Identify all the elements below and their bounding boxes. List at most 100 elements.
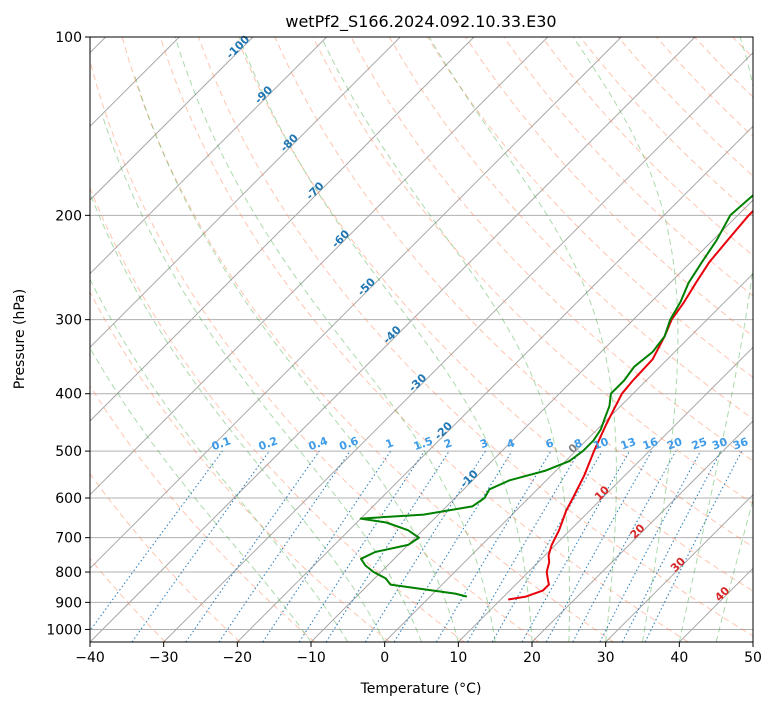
y-tick-label: 900: [55, 595, 82, 611]
isotherm-line: [90, 37, 622, 570]
isotherm-line: [90, 37, 475, 422]
mixing-ratio-line: [185, 450, 320, 642]
x-tick-label: 40: [670, 650, 688, 666]
x-tick-label: 50: [744, 650, 762, 666]
dry-adiabat-line: [312, 37, 753, 505]
isotherm-line: [90, 37, 328, 275]
y-axis-label: Pressure (hPa): [12, 289, 28, 389]
dry-adiabat-line: [274, 37, 753, 548]
dry-adiabat-line: [771, 37, 775, 642]
mixing-ratio-line: [467, 450, 580, 642]
mixing-ratio-label: 8: [572, 436, 584, 451]
dry-adiabat-line: [350, 37, 753, 462]
dry-adiabat-line: [121, 37, 614, 642]
x-axis-ticks: −40 −30 −20 −10 0 10 20 30 40 50: [75, 642, 762, 666]
isotherm-label: -90: [252, 83, 275, 106]
mixing-ratio-label: 13: [619, 435, 638, 452]
background-lines: [90, 37, 775, 642]
x-axis-label: Temperature (°C): [360, 681, 482, 697]
mixing-ratio-line: [572, 450, 677, 642]
dry-adiabat-line: [426, 37, 753, 378]
mixing-ratio-label: 30: [710, 435, 729, 453]
mixing-ratio-label: 1.5: [412, 434, 435, 453]
mixing-ratio-label: 0.1: [210, 434, 233, 453]
dry-adiabat-line: [90, 59, 540, 642]
isotherm-label: -50: [355, 275, 378, 298]
mixing-ratio-line: [599, 450, 701, 642]
mixing-ratio-label: 25: [690, 435, 709, 452]
dry-adiabat-line: [90, 384, 316, 642]
moist-adiabat-line: [678, 37, 753, 642]
mixing-ratio-label: 20: [665, 435, 684, 453]
y-tick-label: 300: [55, 313, 82, 329]
dry-adiabat-line: [90, 186, 465, 642]
moist-adiabat-line: [238, 37, 533, 642]
isotherm-label: 20: [628, 521, 648, 541]
moist-adiabat-line: [90, 192, 386, 642]
mixing-ratio-line: [131, 450, 270, 642]
mixing-ratio-label: 4: [505, 436, 517, 451]
isotherm-line: [605, 493, 753, 642]
x-tick-label: 0: [380, 650, 389, 666]
moist-adiabat-line: [428, 37, 617, 642]
y-tick-label: 700: [55, 531, 82, 547]
isotherm-line: [457, 346, 753, 642]
isotherm-line: [163, 51, 753, 642]
mixing-ratio-label: 0.2: [257, 434, 280, 453]
moist-adiabat-line: [101, 114, 422, 642]
plot-frame: [89, 36, 754, 643]
isotherm-label: -60: [329, 227, 352, 250]
dry-adiabat-line: [236, 37, 753, 592]
dry-adiabat-line: [656, 37, 753, 138]
mixing-ratio-line: [325, 450, 450, 642]
mixing-ratio-label: 1: [384, 436, 396, 451]
temperature-line: [508, 209, 753, 601]
isotherm-label: -40: [381, 323, 404, 346]
moist-adiabat-line: [715, 497, 753, 642]
dewpoint-line: [359, 193, 753, 598]
mixing-ratio-label: 3: [478, 436, 490, 451]
y-tick-label: 100: [55, 30, 82, 46]
isotherm-line: [90, 37, 696, 642]
y-tick-label: 400: [55, 387, 82, 403]
x-tick-label: 20: [523, 650, 541, 666]
mixing-ratio-line: [644, 450, 743, 642]
isotherm-line: [678, 567, 753, 642]
isotherm-line: [236, 125, 753, 642]
mixing-ratio-label: 36: [731, 435, 750, 453]
x-tick-label: −20: [223, 650, 253, 666]
mixing-ratio-line: [218, 450, 351, 642]
isotherm-label: 40: [712, 584, 732, 604]
dry-adiabat-line: [90, 291, 390, 642]
mixing-ratio-line: [90, 450, 223, 632]
mixing-ratio-line: [545, 450, 653, 642]
mixing-ratio-label: 6: [544, 436, 556, 451]
y-tick-label: 600: [55, 491, 82, 507]
isotherm-label: 10: [592, 483, 612, 503]
mixing-ratio-line: [435, 450, 552, 642]
y-axis-ticks: 100 200 300 400 500 600 700 800 900 1000: [46, 30, 90, 638]
mixing-ratio-label: 0.6: [338, 434, 361, 453]
mixing-ratio-label: 2: [442, 436, 454, 451]
y-tick-label: 200: [55, 208, 82, 224]
dry-adiabat-line: [465, 37, 753, 338]
isotherm-line: [90, 37, 401, 349]
isotherm-line: [531, 420, 753, 642]
dry-adiabat-line: [90, 472, 241, 642]
mixing-ratio-label: 16: [641, 435, 660, 453]
dry-adiabat-line: [159, 37, 689, 642]
x-tick-label: 30: [597, 650, 615, 666]
moist-adiabat-line: [572, 37, 679, 642]
dry-adiabat-line: [198, 37, 753, 637]
x-tick-label: 10: [449, 650, 467, 666]
dry-adiabat-line: [541, 37, 753, 257]
moist-adiabat-line: [320, 37, 571, 642]
mixing-ratio-line: [298, 450, 425, 642]
y-tick-label: 1000: [46, 622, 82, 638]
mixing-ratio-line: [521, 450, 630, 642]
isotherm-label: -30: [406, 371, 429, 394]
isotherm-line: [752, 641, 753, 642]
mixing-ratio-label: 10: [591, 435, 610, 453]
isotherm-line: [90, 37, 549, 496]
